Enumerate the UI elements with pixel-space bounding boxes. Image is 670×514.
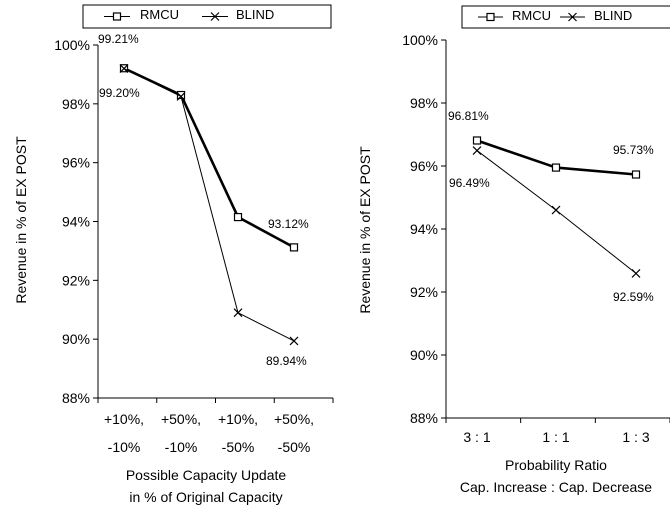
y-tick-label: 96% xyxy=(410,158,438,174)
data-point-blind xyxy=(176,92,186,101)
legend-label-rmcu: RMCU xyxy=(512,8,551,23)
data-point-blind xyxy=(631,268,641,278)
legend-label-blind: BLIND xyxy=(236,7,274,22)
x-axis-title: in % of Original Capacity xyxy=(129,489,282,505)
legend-label-rmcu: RMCU xyxy=(140,7,179,22)
legend-marker-blind xyxy=(568,12,577,22)
y-tick-label: 96% xyxy=(62,155,90,171)
x-tick-label: -10% xyxy=(165,439,198,455)
data-label: 96.49% xyxy=(449,176,490,190)
x-tick-label: 1 : 1 xyxy=(542,429,569,445)
y-tick-label: 92% xyxy=(410,284,438,300)
y-tick-label: 98% xyxy=(62,96,90,112)
data-point-rmcu xyxy=(472,136,482,145)
data-label: 99.21% xyxy=(98,32,139,46)
data-point-blind xyxy=(472,146,482,155)
data-point-rmcu xyxy=(233,212,243,222)
y-tick-label: 98% xyxy=(410,95,438,111)
y-tick-label: 100% xyxy=(402,32,438,48)
data-label: 93.12% xyxy=(268,217,309,231)
x-tick-label: -50% xyxy=(222,439,255,455)
y-tick-label: 88% xyxy=(62,390,90,406)
x-tick-label: +10%, xyxy=(104,411,144,427)
legend-marker-rmcu xyxy=(112,12,122,21)
y-tick-label: 100% xyxy=(54,37,90,53)
legend-marker-blind xyxy=(210,12,220,21)
y-tick-label: 90% xyxy=(410,347,438,363)
data-label: 89.94% xyxy=(266,354,307,368)
legend: RMCU BLIND xyxy=(461,5,670,29)
y-tick-label: 88% xyxy=(410,410,438,426)
data-point-blind xyxy=(119,64,129,73)
x-tick-label: -50% xyxy=(278,439,311,455)
y-axis-title: Revenue in % of EX POST xyxy=(13,136,29,304)
data-label: 96.81% xyxy=(448,109,489,123)
data-point-blind xyxy=(233,308,243,318)
legend-label-blind: BLIND xyxy=(594,8,632,23)
x-axis-title: Cap. Increase : Cap. Decrease xyxy=(460,479,652,495)
x-tick-label: -10% xyxy=(108,439,141,455)
x-axis-title: Probability Ratio xyxy=(505,457,607,473)
series-line-rmcu xyxy=(123,67,295,249)
chart-panel-right: 88% 90% 92% 94% 96% 98% 100% 3 : 1 1 : 1 1 : 3 96.… xyxy=(357,5,670,495)
data-point-rmcu xyxy=(289,243,299,252)
data-point-blind xyxy=(289,336,299,346)
series-line-blind xyxy=(123,68,295,342)
y-tick-label: 90% xyxy=(62,331,90,347)
y-tick-label: 94% xyxy=(410,221,438,237)
x-axis-title: Possible Capacity Update xyxy=(126,467,287,483)
y-tick-label: 94% xyxy=(62,214,90,230)
legend: RMCU BLIND xyxy=(82,4,332,29)
data-label: 92.59% xyxy=(613,290,654,304)
y-axis-title: Revenue in % of EX POST xyxy=(357,146,373,314)
y-tick-label: 92% xyxy=(62,272,90,288)
data-point-blind xyxy=(551,205,561,215)
chart-panel-left: 88% 90% 92% 94% 96% 98% 100% +10%, -10% +50%, -10%… xyxy=(13,4,334,505)
data-label: 99.20% xyxy=(99,86,140,100)
x-tick-label: 3 : 1 xyxy=(463,429,490,445)
data-label: 95.73% xyxy=(613,143,654,157)
x-tick-label: +10%, xyxy=(218,411,258,427)
x-tick-label: 1 : 3 xyxy=(622,429,649,445)
x-tick-label: +50%, xyxy=(161,411,201,427)
data-point-rmcu xyxy=(631,170,641,179)
data-point-rmcu xyxy=(551,163,561,172)
x-tick-label: +50%, xyxy=(274,411,314,427)
legend-marker-rmcu xyxy=(486,12,495,22)
